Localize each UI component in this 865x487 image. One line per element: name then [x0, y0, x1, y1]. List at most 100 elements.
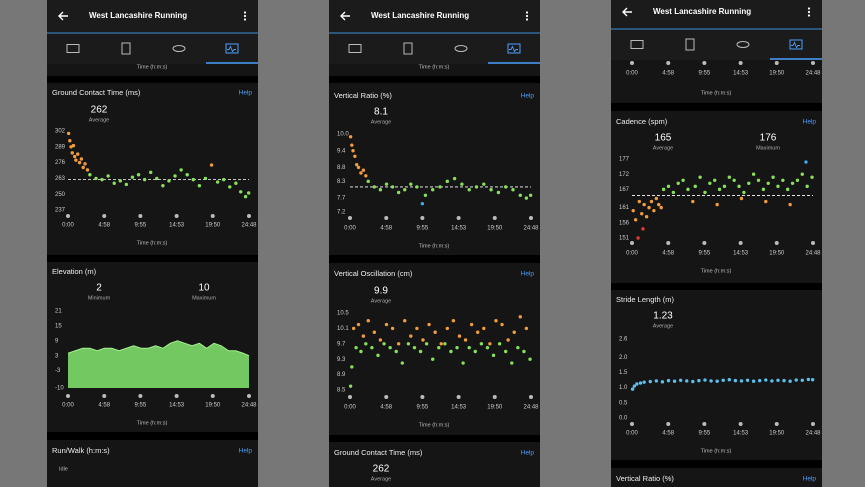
data-point [686, 187, 690, 192]
menu-dot[interactable] [807, 14, 811, 17]
card-fragment [47, 64, 258, 76]
data-point [524, 196, 529, 200]
x-tick-label: 14:53 [733, 251, 749, 257]
y-tick-label: 9.4 [337, 148, 346, 154]
help-link[interactable]: Help [239, 90, 253, 97]
tab-charts[interactable] [225, 43, 239, 54]
help-link[interactable]: Help [239, 448, 253, 455]
tab-stats[interactable] [685, 38, 695, 51]
tab-charts[interactable] [789, 39, 803, 50]
data-point [356, 322, 361, 327]
y-tick-label: 263 [55, 176, 66, 182]
tab-overview[interactable] [348, 44, 362, 53]
tab-overview[interactable] [630, 40, 644, 49]
y-tick-label: 21 [55, 309, 62, 315]
x-tick-label: 19:50 [205, 403, 221, 409]
data-point [463, 338, 468, 342]
data-point [647, 205, 651, 210]
x-tick-mark [456, 216, 461, 220]
tab-bar [47, 33, 258, 64]
data-point [167, 179, 171, 183]
help-link[interactable]: Help [803, 476, 817, 483]
menu-dot[interactable] [525, 11, 529, 14]
card-fragment [611, 60, 822, 103]
chart-card [47, 440, 258, 487]
data-point [657, 202, 661, 207]
help-link[interactable]: Help [521, 93, 535, 100]
y-tick-label: 9.3 [337, 357, 346, 363]
x-tick-mark [247, 394, 251, 398]
data-point [737, 184, 741, 189]
help-link[interactable]: Help [521, 271, 535, 278]
data-point [149, 170, 153, 175]
back-button[interactable] [58, 11, 68, 21]
x-tick-label: 14:53 [169, 403, 185, 409]
data-point [681, 178, 685, 182]
app-header [47, 0, 258, 33]
area-fill [68, 340, 249, 388]
tab-laps[interactable] [172, 45, 186, 52]
x-tick-label: 19:50 [205, 223, 221, 229]
data-point [506, 338, 510, 342]
card-title: Vertical Ratio (%) [616, 474, 674, 483]
data-point [427, 322, 431, 327]
data-point [528, 357, 532, 361]
data-point [68, 139, 72, 143]
data-point [766, 181, 770, 186]
y-tick-label: 15 [55, 323, 62, 329]
menu-dot[interactable] [243, 11, 247, 14]
menu-dot[interactable] [243, 14, 247, 18]
menu-dot[interactable] [243, 18, 247, 21]
data-point [671, 190, 676, 195]
stat-label: Maximum [192, 295, 216, 301]
chart-icon-line [509, 45, 518, 53]
menu-dot[interactable] [525, 18, 529, 21]
data-point [518, 193, 522, 197]
data-point [485, 345, 490, 350]
data-point [790, 181, 795, 186]
data-point [445, 179, 450, 184]
menu-dot[interactable] [807, 10, 811, 14]
help-link[interactable]: Help [521, 450, 535, 457]
data-point [776, 184, 780, 189]
x-tick-mark [774, 422, 779, 426]
x-tick-label: 19:50 [487, 226, 503, 232]
back-button[interactable] [622, 7, 632, 17]
back-button[interactable] [340, 11, 350, 21]
tab-charts[interactable] [507, 43, 521, 54]
x-tick-mark [666, 61, 671, 65]
data-point [70, 151, 74, 155]
y-tick-label: 7.2 [337, 210, 346, 216]
data-point [640, 211, 644, 216]
x-axis-title: Time (h:m:s) [137, 64, 168, 70]
data-point [503, 185, 508, 189]
data-point [378, 188, 383, 192]
tab-stats[interactable] [403, 42, 413, 55]
stat-value: 262 [91, 105, 108, 116]
data-point [659, 205, 663, 210]
card-title: Stride Length (m) [616, 295, 674, 304]
data-point [438, 185, 442, 189]
x-tick-mark [738, 61, 743, 65]
menu-dot[interactable] [525, 14, 529, 18]
data-point [638, 381, 643, 385]
card-title: Vertical Ratio (%) [334, 91, 392, 100]
data-point [709, 379, 713, 383]
y-tick-label: 9.7 [337, 341, 346, 347]
tab-laps[interactable] [736, 41, 750, 48]
x-tick-label: 9:55 [417, 226, 429, 232]
y-tick-label: 276 [55, 160, 66, 166]
data-point [497, 342, 502, 346]
data-point [433, 330, 437, 334]
menu-dot[interactable] [807, 7, 811, 10]
data-point [637, 199, 641, 204]
activity-title: West Lancashire Running [653, 7, 751, 16]
help-link[interactable]: Help [803, 119, 817, 126]
tab-stats[interactable] [121, 42, 131, 55]
stat-label: Average [653, 145, 673, 151]
tab-laps[interactable] [454, 45, 468, 52]
data-point [770, 379, 774, 383]
tab-overview[interactable] [66, 44, 80, 53]
